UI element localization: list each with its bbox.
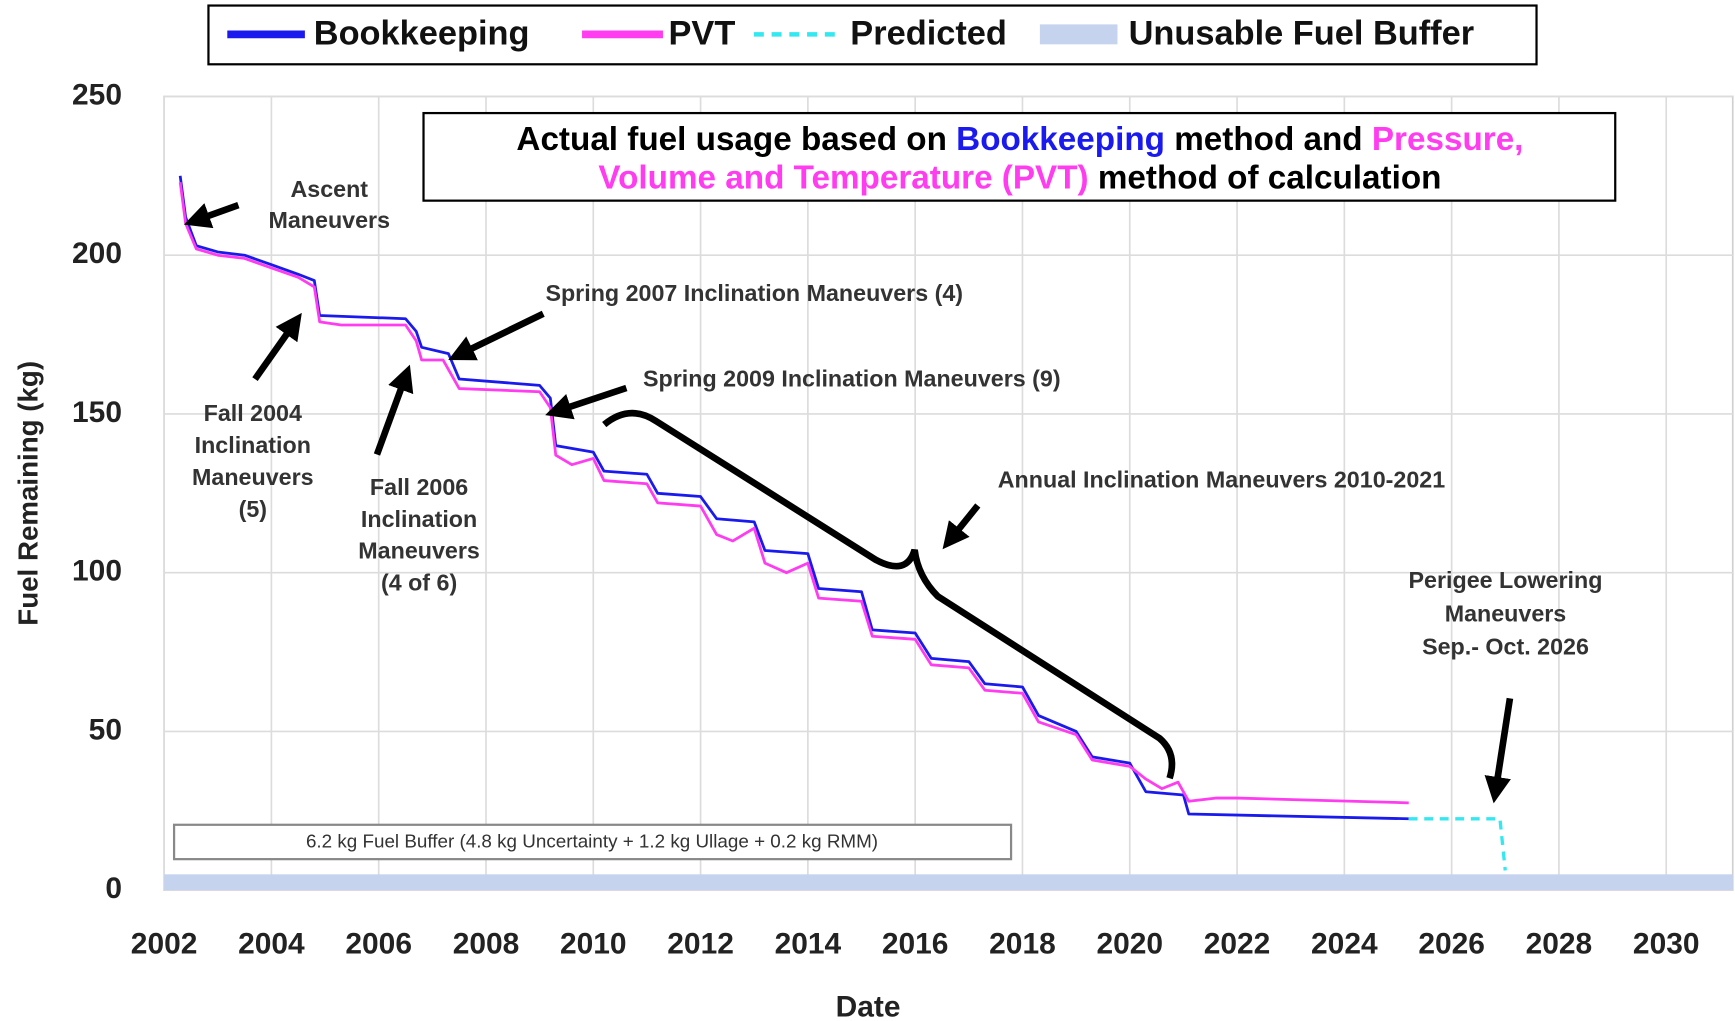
annotation: Ascent [290, 176, 368, 202]
annotation: Annual Inclination Maneuvers 2010-2021 [998, 466, 1445, 492]
annotation: (4 of 6) [381, 569, 457, 595]
buffer-note: 6.2 kg Fuel Buffer (4.8 kg Uncertainty +… [306, 831, 878, 852]
annotation: Perigee Lowering [1409, 567, 1603, 593]
x-tick-label: 2002 [131, 928, 198, 961]
annotation: Spring 2009 Inclination Maneuvers (9) [643, 365, 1061, 391]
title-part: Actual fuel usage based on [516, 121, 956, 158]
x-tick-label: 2022 [1204, 928, 1271, 961]
title-box [422, 111, 1617, 202]
legend-label: PVT [669, 15, 736, 53]
arrow [942, 503, 981, 550]
buffer-note-box [172, 823, 1013, 861]
arrows [183, 201, 1514, 804]
y-tick-label: 50 [89, 713, 122, 746]
title-part: Bookkeeping [956, 121, 1165, 158]
legend-swatch [1039, 24, 1118, 45]
annotation: (5) [239, 496, 267, 522]
title-line: Actual fuel usage based on Bookkeeping m… [516, 121, 1523, 158]
y-tick-label: 0 [105, 872, 122, 905]
title-part: method of calculation [1089, 159, 1442, 196]
x-tick-label: 2010 [560, 928, 627, 961]
x-tick-label: 2004 [238, 928, 305, 961]
plot-area [163, 95, 1734, 892]
series-line [1408, 817, 1507, 871]
x-tick-label: 2030 [1633, 928, 1700, 961]
annotation: Maneuvers [1445, 600, 1567, 626]
x-tick-label: 2014 [775, 928, 842, 961]
title: Actual fuel usage based on Bookkeeping m… [516, 121, 1523, 197]
title-line: Volume and Temperature (PVT) method of c… [598, 159, 1441, 196]
grid: 0 50 100 150 200 250 2002 2004 2006 2008 2010 2012 2… [72, 78, 1734, 961]
x-axis-label: Date [836, 991, 901, 1021]
arrow [252, 312, 302, 382]
x-tick-label: 2028 [1526, 928, 1593, 961]
x-tick-label: 2018 [989, 928, 1056, 961]
x-tick-label: 2016 [882, 928, 949, 961]
annotation: Maneuvers [269, 207, 391, 233]
x-tick-label: 2024 [1311, 928, 1378, 961]
arrow [545, 384, 628, 420]
series-line [178, 181, 1409, 805]
annotation: Inclination [361, 506, 477, 532]
x-tick-label: 2008 [453, 928, 520, 961]
annotation: Sep.- Oct. 2026 [1422, 634, 1589, 660]
y-axis-label: Fuel Remaining (kg) [12, 361, 43, 626]
legend-label: Predicted [850, 15, 1007, 53]
title-part: method and [1165, 121, 1372, 158]
title-part: Volume and Temperature (PVT) [598, 159, 1088, 196]
y-tick-label: 200 [72, 237, 122, 270]
arrow [448, 310, 545, 361]
y-tick-label: 250 [72, 78, 122, 111]
x-tick-label: 2006 [345, 928, 412, 961]
bracket [602, 409, 1176, 780]
annotation: Maneuvers [358, 538, 480, 564]
arrow [373, 364, 414, 456]
title-part: Pressure, [1372, 121, 1524, 158]
arrow [1484, 697, 1514, 804]
legend-box [207, 4, 1538, 66]
annotations: Ascent Maneuvers Spring 2007 Inclination M… [192, 176, 1602, 660]
legend-label: Unusable Fuel Buffer [1129, 15, 1475, 53]
fuel-buffer-band [164, 874, 1733, 891]
annotation: Fall 2006 [370, 474, 468, 500]
annotation: Inclination [195, 432, 311, 458]
y-tick-label: 100 [72, 555, 122, 588]
annotation: Maneuvers [192, 464, 314, 490]
series-line [178, 175, 1409, 821]
x-tick-label: 2012 [667, 928, 734, 961]
x-tick-label: 2020 [1096, 928, 1163, 961]
y-tick-label: 150 [72, 396, 122, 429]
legend-label: Bookkeeping [314, 15, 530, 53]
plot [164, 175, 1733, 891]
arrow [183, 201, 240, 229]
annotation: Spring 2007 Inclination Maneuvers (4) [545, 280, 963, 306]
legend: Bookkeeping PVT Predicted Unusable Fuel Buf… [227, 15, 1474, 53]
annotation: Fall 2004 [204, 400, 302, 426]
x-tick-label: 2026 [1418, 928, 1485, 961]
